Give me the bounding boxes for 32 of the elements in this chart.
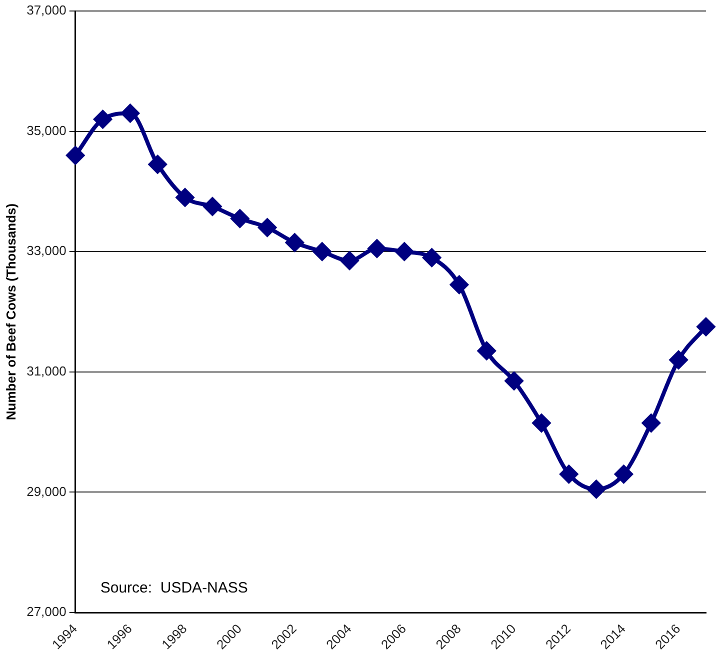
y-tick-label: 27,000 [26, 604, 66, 620]
point [532, 414, 550, 432]
point [176, 188, 194, 206]
point [422, 248, 441, 267]
y-tick-label: 35,000 [26, 122, 66, 138]
point [478, 342, 496, 360]
point [587, 480, 606, 498]
y-axis-title: Number of Beef Cows (Thousands) [3, 203, 18, 420]
point [395, 242, 414, 261]
point [258, 218, 276, 237]
point [560, 465, 578, 484]
point [696, 318, 715, 336]
y-tick-label: 29,000 [26, 484, 66, 499]
point [313, 242, 332, 261]
point [230, 210, 249, 228]
y-tick-label: 37,000 [26, 2, 66, 18]
point [94, 110, 112, 128]
point [670, 350, 688, 369]
point [642, 414, 660, 432]
point [148, 155, 167, 174]
point [340, 252, 359, 270]
point [286, 234, 304, 252]
point [614, 465, 633, 484]
y-tick-label: 33,000 [26, 243, 66, 258]
point [368, 240, 386, 258]
y-tick-label: 31,000 [26, 363, 66, 378]
point [450, 276, 468, 294]
point [66, 146, 84, 164]
annotation: Source: USDA-NASS [100, 580, 248, 597]
point [505, 372, 524, 390]
point [121, 104, 140, 122]
point [203, 197, 222, 216]
